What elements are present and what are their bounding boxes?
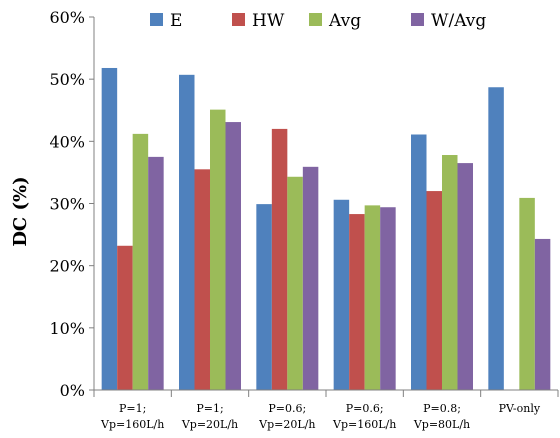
y-tick-label: 0% [60,381,85,400]
bar-avg-1 [210,109,226,391]
legend-label: E [170,11,182,31]
y-tick-label: 40% [49,132,85,151]
legend-swatch [411,13,424,26]
x-tick-label: P=1; Vp=20L/h [181,402,238,431]
bar-e-0 [101,67,118,390]
bar-e-2 [256,204,272,390]
y-axis-title: DC (%) [10,176,31,246]
x-tick-label: PV-only [499,402,541,415]
bar-w-avg-2 [302,166,319,390]
x-axis: P=1; Vp=160L/h P=1; Vp=20L/h P=0.6; Vp=20L/h P… [93,389,559,431]
bar-avg-5 [519,197,535,390]
bar-e-3 [333,199,350,390]
bar-w-avg-1 [225,122,241,390]
legend: E HW Avg W/Avg [150,11,486,31]
bar-w-avg-0 [148,156,164,390]
bar-e-4 [411,134,427,390]
bar-w-avg-4 [457,163,473,390]
bar-e-5 [488,87,504,390]
bar-avg-3 [364,205,381,390]
bar-hw-3 [349,214,365,390]
y-tick-label: 50% [49,70,85,89]
bar-w-avg-3 [380,207,396,390]
y-tick-label: 30% [49,195,85,214]
x-tick-label: P=0.6; Vp=160L/h [332,402,396,431]
bars [101,67,551,391]
legend-swatch [309,13,322,26]
bar-hw-4 [426,191,442,390]
bar-hw-1 [194,169,210,390]
y-axis: 0% 10% 20% 30% 40% 50% 60% [49,8,95,400]
legend-label: HW [252,11,285,31]
x-tick-label: P=1; Vp=160L/h [100,402,164,431]
legend-label: Avg [328,11,361,31]
bar-avg-0 [132,133,149,390]
bar-avg-4 [442,155,458,390]
legend-swatch [150,13,163,26]
y-tick-label: 60% [49,8,85,27]
bar-e-1 [179,74,195,390]
y-tick-label: 20% [49,257,85,276]
x-tick-label: P=0.8; Vp=80L/h [413,402,470,431]
bar-w-avg-5 [534,238,551,390]
bar-avg-2 [287,176,303,390]
y-tick-label: 10% [49,319,85,338]
bar-hw-0 [117,245,133,390]
bar-hw-2 [271,128,288,390]
x-tick-label: P=0.6; Vp=20L/h [258,402,315,431]
legend-swatch [232,13,245,26]
legend-label: W/Avg [431,11,486,31]
